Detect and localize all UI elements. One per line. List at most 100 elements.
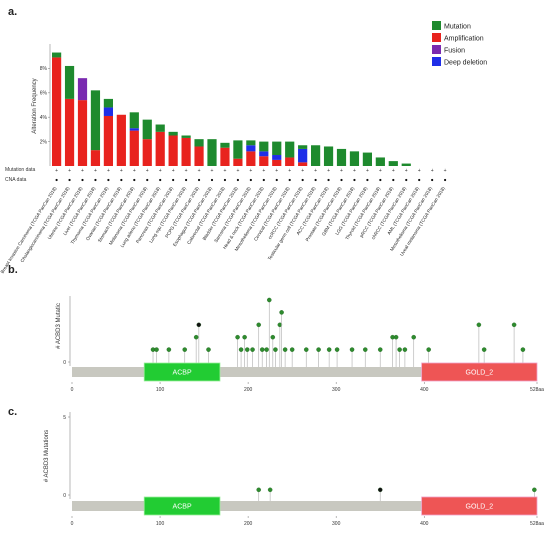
mutation-point <box>193 334 199 340</box>
mutation-data-marker: + <box>198 168 201 174</box>
x-tick-label: 200 <box>244 521 253 527</box>
cna-data-marker <box>301 178 304 182</box>
cna-data-marker <box>444 178 447 182</box>
mutation-point <box>273 347 278 352</box>
domain-label: GOLD_2 <box>466 504 494 511</box>
mutation-point <box>511 322 517 328</box>
mutation-point <box>235 334 240 340</box>
y-tick-label: 4% <box>40 115 48 121</box>
bar-amplification <box>142 139 152 166</box>
mutation-data-marker: + <box>185 168 188 174</box>
bar-amplification <box>129 130 139 166</box>
bar-amplification <box>285 157 295 166</box>
mutation-data-marker: + <box>444 168 447 174</box>
mutation-data-marker: + <box>211 168 214 174</box>
bar-mutation <box>194 139 204 147</box>
cna-data-marker <box>197 178 201 182</box>
bar-amplification <box>116 114 126 166</box>
bar-mutation <box>311 145 321 166</box>
bar-mutation <box>220 142 230 148</box>
mutation-point <box>289 347 295 352</box>
cna-data-marker <box>249 178 252 182</box>
mutation-data-marker: + <box>107 168 110 174</box>
mutation-point <box>402 347 408 352</box>
bar-mutation <box>155 124 165 132</box>
mutation-data-marker: + <box>146 168 149 174</box>
mutation-data-marker: + <box>353 168 356 174</box>
cna-data-marker <box>146 178 149 182</box>
cna-data-marker <box>314 178 317 182</box>
mutation-point <box>256 322 261 328</box>
y-tick-label: 8% <box>40 66 48 72</box>
mutation-point <box>259 347 265 352</box>
bar-mutation <box>285 141 295 158</box>
mutation-data-marker: + <box>275 168 278 174</box>
mutation-data-marker: + <box>392 168 395 174</box>
bar-deep-deletion <box>298 148 308 163</box>
x-tick-label: 300 <box>332 387 341 393</box>
cna-data-marker <box>366 178 369 182</box>
bar-mutation <box>103 98 113 108</box>
mutation-point <box>304 347 309 352</box>
mutation-point <box>334 347 340 352</box>
domain-acbp <box>143 496 221 516</box>
x-tick-label: 300 <box>332 521 341 527</box>
domain-acbp <box>143 362 221 382</box>
bar-mutation <box>259 141 269 152</box>
mutation-data-marker: + <box>405 168 408 174</box>
legend-label: Amplification <box>444 36 484 43</box>
x-tick-label: 400 <box>420 387 429 393</box>
mutation-point <box>349 347 355 352</box>
bar-mutation <box>272 141 282 156</box>
x-tick-label: 400 <box>420 521 429 527</box>
row-label-mutation-data: Mutation data <box>5 167 36 173</box>
cna-data-marker <box>262 178 265 182</box>
row-label-cna-data: CNA data <box>5 177 27 183</box>
cna-data-marker <box>185 178 188 182</box>
lollipop-plot-c: # ACBD3 Mutations 0 5 ACBP GOLD_2 0 100 200 3… <box>44 412 544 527</box>
cna-data-marker <box>68 178 71 182</box>
mutation-point <box>267 487 273 493</box>
y-axis-title: Alteration Frequency <box>32 78 38 133</box>
legend-swatch-mutation <box>432 21 441 30</box>
bar-mutation <box>64 65 75 99</box>
mutation-data-marker: + <box>418 168 421 174</box>
cna-data-marker <box>340 178 343 182</box>
mutation-point <box>264 347 269 352</box>
domain-label: GOLD_2 <box>466 370 494 377</box>
y-tick-label: 0 <box>63 493 66 499</box>
bar-amplification <box>155 131 165 166</box>
mutation-point <box>196 322 202 328</box>
panel-b-label: b. <box>8 264 18 276</box>
protein-backbone <box>72 367 537 377</box>
mutation-point <box>363 347 368 352</box>
legend-label: Mutation <box>444 24 471 31</box>
bar-mutation <box>129 112 139 129</box>
mutation-point <box>242 334 247 340</box>
cna-data-marker <box>431 178 434 182</box>
mutation-data-marker: + <box>120 168 123 174</box>
bar-mutation <box>362 152 372 166</box>
bar-amplification <box>64 98 75 166</box>
y-axis-title: # ACBD3 Mutations <box>44 430 50 482</box>
mutation-data-marker: + <box>94 168 97 174</box>
mutation-data-marker: + <box>249 168 252 174</box>
cna-data-marker <box>55 178 58 182</box>
y-tick-label: 2% <box>40 139 48 145</box>
mutation-data-marker: + <box>55 168 58 174</box>
bar-mutation <box>336 148 347 166</box>
legend-label: Deep deletion <box>444 60 487 67</box>
mutation-point <box>426 347 431 352</box>
mutation-data-marker: + <box>262 168 265 174</box>
bar-amplification <box>52 57 62 166</box>
bar-deep-deletion <box>103 107 113 116</box>
cna-data-marker <box>81 178 84 182</box>
bar-mutation <box>142 119 152 140</box>
cna-data-marker <box>353 178 356 182</box>
cna-data-marker <box>418 178 421 182</box>
lollipop-plot-b: # ACBD3 Mutatic 0 ACBP GOLD_2 0 100 200 300 4… <box>56 296 544 393</box>
bar-amplification <box>77 100 88 166</box>
mutation-data-marker: + <box>159 168 162 174</box>
bar-fusion <box>77 78 88 101</box>
